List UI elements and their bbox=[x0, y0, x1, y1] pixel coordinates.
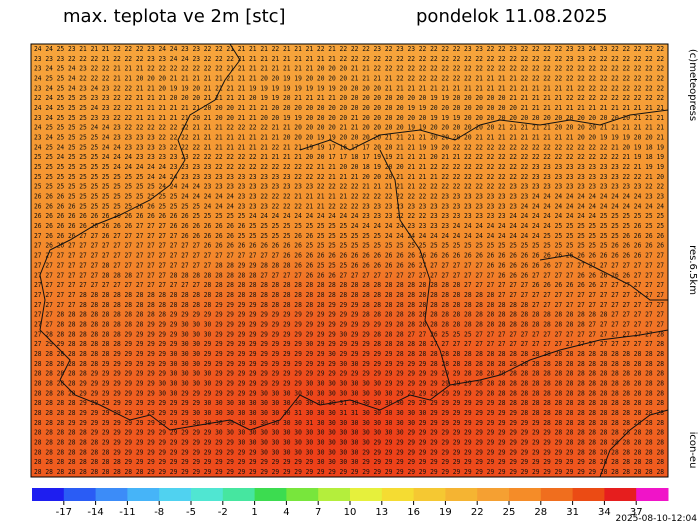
grid-row: 24 24 25 23 21 21 21 22 22 22 23 24 24 2… bbox=[34, 45, 664, 53]
model: icon-eu bbox=[687, 432, 698, 469]
grid-row: 27 27 28 28 28 28 28 28 28 28 29 29 29 3… bbox=[34, 320, 664, 328]
grid-row: 27 26 26 27 27 27 27 27 27 27 27 27 27 2… bbox=[34, 242, 664, 250]
grid-row: 28 28 28 28 28 29 29 29 29 29 29 29 29 2… bbox=[34, 429, 664, 437]
colorbar-segment bbox=[222, 488, 256, 501]
colorbar-segment bbox=[63, 488, 97, 501]
colorbar-segment bbox=[477, 488, 510, 501]
grid-row: 24 25 25 24 22 22 22 21 21 20 20 20 21 2… bbox=[34, 74, 664, 82]
resolution: res.6.5km bbox=[687, 245, 698, 295]
colorbar-segment bbox=[32, 488, 65, 501]
colorbar-tick-label: 25 bbox=[503, 507, 516, 518]
value-grid: 24 24 25 23 21 21 21 22 22 22 23 24 24 2… bbox=[34, 45, 664, 476]
grid-row: 23 23 23 22 22 22 21 22 22 22 23 23 24 2… bbox=[34, 55, 664, 63]
grid-row: 26 26 26 26 25 25 25 25 25 26 26 25 25 2… bbox=[34, 202, 664, 210]
colorbar-segment bbox=[636, 488, 669, 501]
grid-row: 27 27 28 28 28 28 28 28 28 28 28 28 29 2… bbox=[34, 311, 664, 319]
colorbar-tick-label: 31 bbox=[566, 507, 579, 518]
copyright: (c)meteopress bbox=[687, 49, 698, 121]
grid-row: 27 29 29 28 28 28 28 28 29 29 29 29 29 3… bbox=[34, 340, 664, 348]
colorbar-tick-label: -2 bbox=[218, 507, 228, 518]
grid-row: 28 28 28 28 28 28 28 29 29 29 29 29 30 3… bbox=[34, 350, 664, 358]
grid-row: 27 27 27 27 27 27 27 27 27 27 27 27 27 2… bbox=[34, 252, 664, 260]
colorbar-segment bbox=[413, 488, 446, 501]
grid-row: 23 24 25 25 25 23 23 22 22 21 21 21 21 2… bbox=[34, 114, 664, 122]
colorbar-tick-label: 28 bbox=[534, 507, 547, 518]
grid-row: 28 28 28 28 28 28 28 28 28 28 29 29 29 2… bbox=[34, 468, 664, 476]
map-hot-area bbox=[31, 44, 668, 477]
run-time: 2025-08-10-12:04 bbox=[616, 514, 698, 524]
grid-row: 28 28 28 28 28 28 28 29 29 29 29 29 29 2… bbox=[34, 448, 664, 456]
colorbar-segment bbox=[254, 488, 287, 501]
colorbar-tick-label: 19 bbox=[439, 507, 452, 518]
colorbar-segment bbox=[350, 488, 383, 501]
colorbar-segment bbox=[286, 488, 319, 501]
colorbar-tick-label: 34 bbox=[598, 507, 611, 518]
colorbar-segment bbox=[318, 488, 351, 501]
grid-row: 28 28 28 28 28 28 29 29 29 29 29 29 29 2… bbox=[34, 439, 664, 447]
grid-row: 25 25 25 25 25 25 25 25 25 25 25 24 24 2… bbox=[34, 183, 664, 191]
colorbar-tick-label: 4 bbox=[283, 507, 289, 518]
grid-row: 27 27 27 27 28 28 28 28 28 28 28 28 28 2… bbox=[34, 301, 664, 309]
grid-row: 28 28 28 28 28 28 29 29 29 29 29 29 30 3… bbox=[34, 360, 664, 368]
colorbar-segment bbox=[191, 488, 224, 501]
grid-row: 27 26 26 26 27 27 26 27 27 27 27 27 27 2… bbox=[34, 232, 664, 240]
grid-row: 24 24 25 25 25 24 23 22 22 21 21 21 21 2… bbox=[34, 104, 664, 112]
grid-row: 26 26 26 26 26 26 26 26 26 26 26 26 26 2… bbox=[34, 212, 664, 220]
grid-row: 28 28 28 28 29 29 29 29 29 29 29 29 29 2… bbox=[34, 399, 664, 407]
grid-row: 23 24 25 25 25 25 24 23 23 23 23 22 22 2… bbox=[34, 133, 664, 141]
colorbar-segment bbox=[572, 488, 605, 501]
grid-row: 25 25 25 25 25 25 25 24 24 24 24 24 23 2… bbox=[34, 163, 664, 171]
colorbar-tick-label: 37 bbox=[630, 507, 643, 518]
grid-row: 28 28 28 28 29 29 29 29 29 29 29 30 30 2… bbox=[34, 389, 664, 397]
colorbar-tick-label: 1 bbox=[251, 507, 257, 518]
grid-row: 28 28 28 28 28 29 29 29 29 29 29 29 30 3… bbox=[34, 370, 664, 378]
grid-row: 22 24 25 25 25 23 23 22 22 21 21 21 20 2… bbox=[34, 94, 664, 102]
grid-row: 28 28 28 29 29 29 29 29 29 29 29 29 29 2… bbox=[34, 419, 664, 427]
title: max. teplota ve 2m [stc] bbox=[63, 6, 286, 27]
borders bbox=[39, 43, 669, 478]
grid-row: 25 25 24 25 25 25 24 24 24 23 23 23 23 2… bbox=[34, 153, 664, 161]
colorbar-segment bbox=[445, 488, 478, 501]
colorbar-segment bbox=[159, 488, 192, 501]
grid-row: 27 28 28 28 28 28 28 28 29 29 29 29 29 3… bbox=[34, 330, 664, 338]
grid-row: 27 27 27 27 27 27 28 28 28 27 27 27 28 2… bbox=[34, 271, 664, 279]
grid-row: 27 27 27 27 27 27 28 27 27 27 27 27 27 2… bbox=[34, 261, 664, 269]
colorbar-tick-label: 10 bbox=[344, 507, 357, 518]
colorbar-segment bbox=[540, 488, 574, 501]
colorbar-tick-label: -8 bbox=[154, 507, 164, 518]
map-frame bbox=[30, 43, 669, 478]
colorbar-tick-label: 13 bbox=[375, 507, 388, 518]
colorbar-segment bbox=[95, 488, 128, 501]
grid-row: 27 27 27 27 27 27 27 27 27 27 27 27 27 2… bbox=[34, 281, 664, 289]
colorbar-tick-label: -5 bbox=[186, 507, 196, 518]
grid-row: 24 25 25 25 25 24 24 23 22 22 22 22 22 2… bbox=[34, 124, 664, 132]
colorbar-segment bbox=[381, 488, 415, 501]
grid-row: 28 28 28 28 29 29 29 29 29 29 29 29 29 2… bbox=[34, 409, 664, 417]
grid-row: 27 27 27 27 28 28 28 28 28 28 28 28 28 2… bbox=[34, 291, 664, 299]
grid-row: 26 26 26 25 25 25 25 25 25 25 25 25 25 2… bbox=[34, 193, 664, 201]
grid-row: 23 24 25 24 23 24 23 22 22 21 21 20 19 1… bbox=[34, 84, 664, 92]
date: pondelok 11.08.2025 bbox=[416, 6, 608, 27]
colorbar-tick-label: -11 bbox=[119, 507, 135, 518]
grid-row: 28 28 28 28 29 29 29 29 29 29 29 30 30 3… bbox=[34, 380, 664, 388]
colorbar-tick-label: -14 bbox=[87, 507, 103, 518]
colorbar: -17 -14 -11 -8 -5 -2 1 4 7 10 13 16 19 22 25 28 31 34 37 bbox=[32, 488, 669, 518]
colorbar-segment bbox=[127, 488, 160, 501]
grid-row: 26 26 26 26 26 26 26 26 26 27 27 27 26 2… bbox=[34, 222, 664, 230]
colorbar-tick-label: 7 bbox=[315, 507, 321, 518]
grid-row: 25 25 25 25 25 25 25 25 25 25 24 24 24 2… bbox=[34, 173, 664, 181]
colorbar-segment bbox=[509, 488, 542, 501]
colorbar-tick-label: -17 bbox=[56, 507, 72, 518]
grid-row: 28 28 28 28 28 28 28 28 29 29 29 29 29 2… bbox=[34, 458, 664, 466]
colorbar-tick-label: 16 bbox=[407, 507, 420, 518]
colorbar-tick-label: 22 bbox=[471, 507, 484, 518]
colorbar-segment bbox=[604, 488, 637, 501]
grid-row: 23 24 25 24 23 22 22 21 21 21 22 22 22 2… bbox=[34, 65, 664, 73]
grid-row: 24 25 24 25 25 25 24 24 23 23 23 23 22 2… bbox=[34, 143, 664, 151]
